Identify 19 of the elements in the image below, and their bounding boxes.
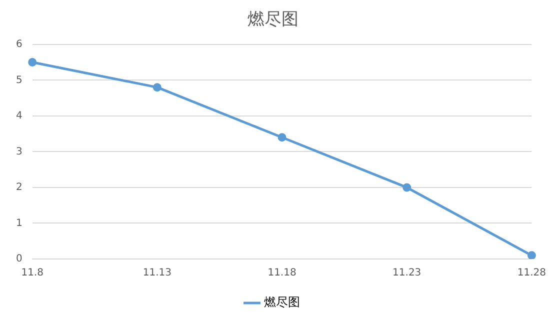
x-tick-label: 11.18 [268, 268, 296, 279]
point [402, 183, 412, 192]
y-tick-label: 3 [16, 146, 22, 158]
y-tick-label: 1 [16, 218, 22, 229]
x-tick-label: 11.28 [517, 268, 546, 279]
y-tick-label: 5 [16, 74, 22, 86]
y-tick-label: 4 [16, 110, 22, 122]
x-tick-label: 11.13 [142, 268, 172, 279]
point [527, 251, 536, 259]
chart-title: 燃尽图 [248, 10, 298, 30]
y-tick-label: 0 [16, 254, 22, 265]
x-tick-label: 11.23 [392, 268, 422, 279]
y-tick-label: 2 [16, 182, 22, 194]
x-tick-label: 11.8 [21, 268, 44, 279]
y-tick-label: 6 [16, 38, 22, 50]
point [278, 133, 286, 142]
point [28, 58, 37, 67]
point [152, 83, 162, 92]
legend-label: 燃尽图 [264, 295, 300, 310]
